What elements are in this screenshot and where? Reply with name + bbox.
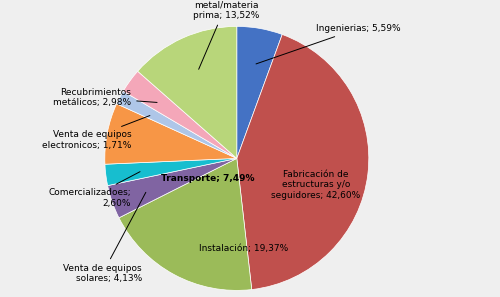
Wedge shape: [138, 26, 237, 158]
Wedge shape: [116, 91, 237, 158]
Text: Recubrimientos
metálicos; 2,98%: Recubrimientos metálicos; 2,98%: [53, 88, 157, 108]
Wedge shape: [105, 104, 237, 164]
Text: Fabricantes de
metal/materia
prima; 13,52%: Fabricantes de metal/materia prima; 13,5…: [193, 0, 260, 69]
Wedge shape: [108, 158, 237, 218]
Wedge shape: [119, 158, 252, 290]
Wedge shape: [123, 71, 237, 158]
Text: Venta de equipos
electronicos; 1,71%: Venta de equipos electronicos; 1,71%: [42, 116, 150, 150]
Wedge shape: [237, 34, 369, 290]
Wedge shape: [237, 26, 282, 158]
Text: Comercializadoes;
2,60%: Comercializadoes; 2,60%: [48, 172, 140, 208]
Text: Venta de equipos
solares; 4,13%: Venta de equipos solares; 4,13%: [63, 192, 146, 283]
Text: Fabricación de
estructuras y/o
seguidores; 42,60%: Fabricación de estructuras y/o seguidore…: [272, 170, 360, 200]
Wedge shape: [105, 158, 237, 186]
Text: Instalación; 19,37%: Instalación; 19,37%: [199, 244, 288, 253]
Text: Transporte; 7,49%: Transporte; 7,49%: [161, 174, 254, 183]
Text: Ingenierias; 5,59%: Ingenierias; 5,59%: [256, 24, 400, 64]
